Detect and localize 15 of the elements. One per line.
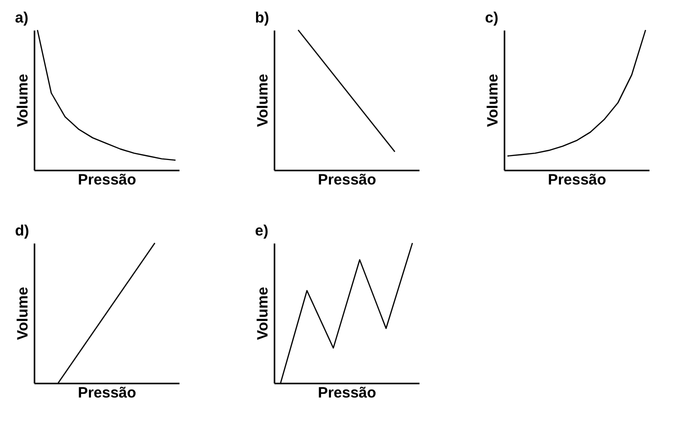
x-axis-title: Pressão bbox=[78, 384, 136, 402]
x-axis-title: Pressão bbox=[318, 384, 376, 402]
y-axis-title: Volume bbox=[14, 286, 32, 340]
y-axis-title: Volume bbox=[254, 286, 272, 340]
chart-title: b) bbox=[255, 9, 270, 26]
y-axis-title: Volume bbox=[14, 74, 32, 128]
chart-title: e) bbox=[255, 222, 268, 240]
chart-title: d) bbox=[15, 222, 30, 240]
x-axis-title: Pressão bbox=[548, 172, 606, 188]
x-axis-title: Pressão bbox=[318, 172, 376, 188]
chart-title: c) bbox=[485, 9, 498, 26]
y-axis-title: Volume bbox=[484, 74, 502, 128]
y-axis-title: Volume bbox=[254, 74, 272, 128]
x-axis-title: Pressão bbox=[78, 172, 136, 188]
chart-title: a) bbox=[15, 9, 28, 26]
